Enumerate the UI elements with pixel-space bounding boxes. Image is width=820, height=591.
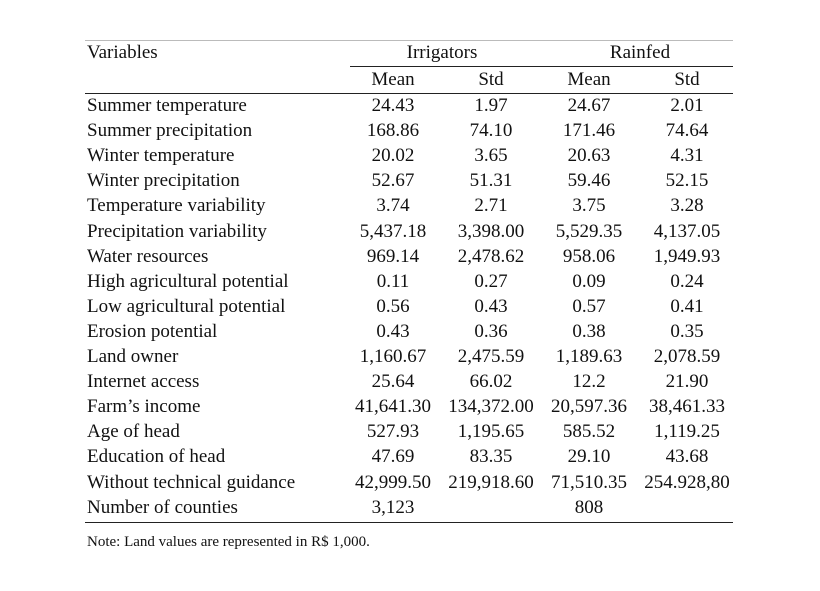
cell: 47.69 [371, 446, 415, 468]
cell: 0.36 [474, 320, 508, 342]
cell: 4.31 [670, 145, 704, 167]
cell: 0.11 [376, 270, 410, 292]
cell: 0.38 [572, 320, 606, 342]
row-label: Erosion potential [87, 320, 218, 342]
cell: 12.2 [572, 371, 606, 393]
row-label: Without technical guidance [87, 471, 296, 493]
cell: 3.75 [572, 195, 606, 217]
cell: 1,949.93 [653, 245, 721, 267]
cell: 1,189.63 [555, 346, 623, 367]
cell: 3,123 [371, 496, 415, 518]
cell: 2.01 [670, 95, 704, 116]
row-label: Land owner [87, 346, 179, 367]
cell: 5,529.35 [555, 220, 623, 242]
row-label: Summer precipitation [87, 120, 253, 142]
row-label: Precipitation variability [87, 220, 267, 242]
cell: 168.86 [366, 120, 420, 142]
cell: 2,475.59 [457, 346, 525, 367]
cell: 808 [574, 496, 604, 518]
cell: 0.27 [474, 270, 508, 292]
column-header: Mean [371, 69, 415, 90]
variables-header: Variables [87, 42, 158, 63]
bottom-rule [85, 522, 733, 523]
row-label: Farm’s income [87, 396, 201, 418]
row-label: Winter temperature [87, 145, 235, 167]
cell: 3.65 [474, 145, 508, 167]
cell: 43.68 [665, 446, 709, 468]
cell: 74.10 [469, 120, 513, 142]
header-rule [85, 93, 733, 94]
cell: 83.35 [469, 446, 513, 468]
cell: 52.67 [371, 170, 415, 192]
note: Note: Land values are represented in R$ … [87, 534, 370, 550]
cell: 3.74 [376, 195, 410, 217]
cell: 51.31 [469, 170, 513, 192]
cell: 29.10 [567, 446, 611, 468]
row-label: Education of head [87, 446, 226, 468]
row-label: Water resources [87, 245, 209, 267]
column-header: Mean [567, 69, 611, 90]
cell: 42,999.50 [355, 471, 431, 493]
row-label: Low agricultural potential [87, 295, 286, 317]
cell: 41,641.30 [355, 396, 431, 418]
group-header: Irrigators [406, 42, 478, 63]
cell: 2.71 [474, 195, 508, 217]
cell: 0.57 [572, 295, 606, 317]
cell: 25.64 [371, 371, 415, 393]
cell: 2,478.62 [457, 245, 525, 267]
cell: 4,137.05 [653, 220, 721, 242]
cell: 20,597.36 [551, 396, 627, 418]
cell: 958.06 [562, 245, 616, 267]
cell: 52.15 [665, 170, 709, 192]
cell: 171.46 [562, 120, 616, 142]
column-header: Std [478, 69, 504, 90]
cell: 2,078.59 [653, 346, 721, 367]
cell: 24.67 [567, 95, 611, 116]
cell: 71,510.35 [551, 471, 627, 493]
cell: 585.52 [562, 421, 616, 443]
top-rule [85, 40, 733, 41]
row-label: Temperature variability [87, 195, 266, 217]
cell: 3.28 [670, 195, 704, 217]
cell: 969.14 [366, 245, 420, 267]
cell: 134,372.00 [448, 396, 534, 418]
row-label: Internet access [87, 371, 200, 393]
row-label: Age of head [87, 421, 180, 443]
cell: 0.41 [670, 295, 704, 317]
cell: 0.56 [376, 295, 410, 317]
group-header: Rainfed [609, 42, 671, 63]
group-rule [350, 66, 733, 67]
row-label: Summer temperature [87, 95, 247, 116]
cell: 3,398.00 [457, 220, 525, 242]
cell: 74.64 [665, 120, 709, 142]
cell: 219,918.60 [448, 471, 534, 493]
cell: 0.24 [670, 270, 704, 292]
column-header: Std [674, 69, 700, 90]
cell: 38,461.33 [649, 396, 725, 418]
cell: 1.97 [474, 95, 508, 116]
cell: 1,195.65 [457, 421, 525, 443]
cell: 0.09 [572, 270, 606, 292]
cell: 59.46 [567, 170, 611, 192]
cell: 1,119.25 [654, 421, 720, 443]
cell: 254.928,80 [644, 471, 730, 493]
row-label: Winter precipitation [87, 170, 240, 192]
cell: 20.63 [567, 145, 611, 167]
cell: 66.02 [469, 371, 513, 393]
cell: 24.43 [371, 95, 415, 116]
row-label: High agricultural potential [87, 270, 289, 292]
cell: 0.35 [670, 320, 704, 342]
cell: 21.90 [665, 371, 709, 393]
cell: 0.43 [376, 320, 410, 342]
cell: 0.43 [474, 295, 508, 317]
cell: 527.93 [366, 421, 420, 443]
cell: 1,160.67 [359, 346, 427, 367]
row-label: Number of counties [87, 496, 238, 518]
cell: 20.02 [371, 145, 415, 167]
cell: 5,437.18 [359, 220, 427, 242]
